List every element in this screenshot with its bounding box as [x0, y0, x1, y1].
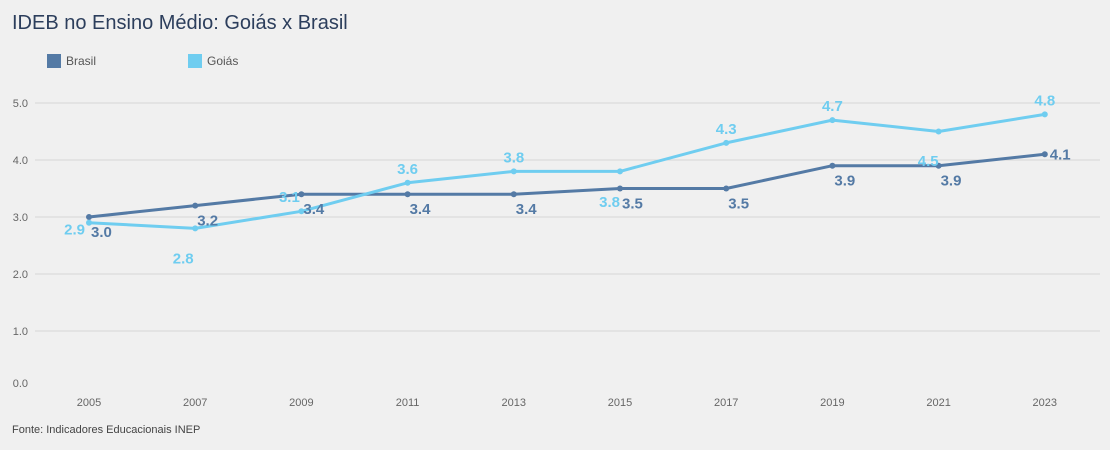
data-label-brasil: 3.0: [91, 224, 112, 241]
x-tick-label: 2013: [502, 397, 526, 409]
data-point-brasil: [192, 202, 199, 209]
x-tick-label: 2011: [396, 397, 420, 409]
data-label-goias: 3.1: [279, 189, 300, 206]
legend-label-goias: Goiás: [207, 54, 239, 68]
data-point-goias: [723, 139, 730, 146]
x-tick-label: 2005: [77, 397, 101, 409]
y-tick-label: 4.0: [13, 155, 28, 167]
data-point-goias: [86, 219, 92, 226]
data-label-goias: 3.8: [503, 149, 524, 166]
data-label-brasil: 3.4: [516, 201, 538, 218]
data-point-goias: [1041, 111, 1048, 118]
x-tick-label: 2019: [820, 397, 844, 409]
legend-item-brasil[interactable]: Brasil: [47, 54, 96, 68]
x-tick-label: 2015: [608, 397, 632, 409]
data-label-goias: 4.8: [1034, 92, 1055, 109]
y-tick-label: 5.0: [13, 98, 28, 110]
data-label-goias: 2.8: [173, 250, 194, 267]
data-label-goias: 3.6: [397, 161, 418, 178]
data-label-brasil: 3.9: [941, 173, 962, 190]
data-point-brasil: [829, 162, 836, 169]
data-point-goias: [298, 208, 305, 215]
data-label-brasil: 3.2: [197, 213, 218, 230]
x-tick-label: 2023: [1033, 397, 1057, 409]
data-label-goias: 3.8: [599, 194, 620, 211]
y-tick-label: 3.0: [13, 212, 28, 224]
data-point-goias: [829, 117, 836, 124]
y-tick-label: 2.0: [13, 269, 28, 281]
legend-label-brasil: Brasil: [66, 54, 97, 68]
data-point-brasil: [723, 185, 730, 192]
data-point-brasil: [1041, 151, 1048, 158]
legend-item-goias[interactable]: Goiás: [188, 54, 238, 68]
legend-swatch-goias: [188, 54, 202, 68]
data-point-brasil: [404, 191, 411, 198]
data-point-goias: [935, 128, 942, 135]
series-line-goias: [88, 112, 1046, 230]
data-label-brasil: 3.5: [622, 196, 643, 213]
data-point-goias: [192, 225, 199, 232]
chart-title: IDEB no Ensino Médio: Goiás x Brasil: [12, 12, 348, 34]
y-tick-label: 0.0: [13, 378, 28, 390]
data-point-brasil: [617, 185, 623, 192]
data-label-brasil: 3.9: [834, 173, 855, 190]
x-tick-label: 2021: [926, 397, 950, 409]
y-tick-label: 1.0: [13, 326, 28, 338]
x-tick-label: 2017: [714, 397, 738, 409]
data-point-brasil: [935, 162, 942, 169]
data-point-brasil: [510, 191, 517, 198]
series-line-brasil: [88, 152, 1045, 219]
x-tick-label: 2007: [183, 397, 207, 409]
source-note: Fonte: Indicadores Educacionais INEP: [12, 424, 201, 436]
data-point-goias: [510, 168, 517, 175]
data-label-goias: 2.9: [64, 222, 85, 239]
data-label-goias: 4.7: [822, 98, 843, 115]
data-label-brasil: 3.4: [303, 201, 325, 218]
data-label-brasil: 3.4: [410, 201, 432, 218]
data-point-goias: [617, 168, 623, 175]
data-label-brasil: 4.1: [1050, 146, 1071, 163]
x-tick-label: 2009: [289, 397, 313, 409]
data-label-goias: 4.5: [918, 153, 939, 170]
data-point-brasil: [298, 191, 305, 198]
data-label-goias: 4.3: [716, 121, 737, 138]
data-point-goias: [404, 179, 411, 186]
legend-swatch-brasil: [47, 54, 61, 68]
data-label-brasil: 3.5: [728, 196, 749, 213]
data-point-brasil: [86, 214, 92, 220]
